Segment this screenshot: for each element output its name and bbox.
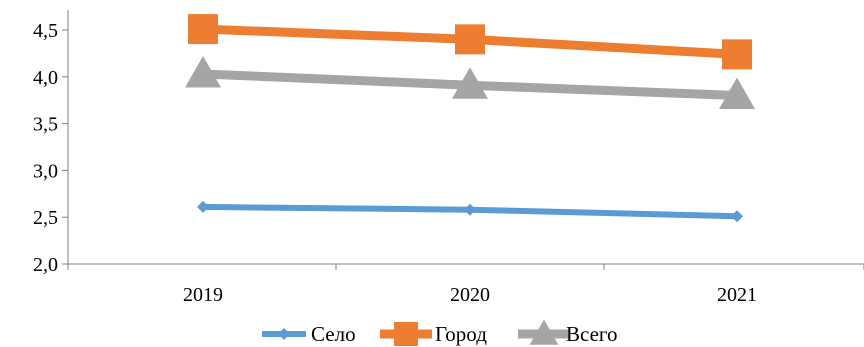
legend-item: Всего: [518, 319, 618, 346]
data-point: [464, 203, 476, 216]
legend-label: Город: [435, 322, 487, 346]
series-layer: [185, 14, 755, 223]
legend-marker: [278, 328, 290, 340]
data-point: [185, 55, 221, 88]
data-point: [188, 14, 218, 45]
x-ticks: 2019 2020 2021: [67, 264, 864, 306]
data-point: [455, 24, 485, 55]
data-point: [719, 77, 755, 110]
y-tick-label: 3,5: [33, 114, 58, 136]
y-ticks: 2,0 2,5 3,0 3,5 4,0 4,5: [33, 20, 68, 276]
legend: Село Город Всего: [262, 319, 618, 346]
legend-label: Село: [311, 322, 356, 346]
series-2: [188, 14, 752, 70]
x-tick-label: 2020: [450, 284, 490, 306]
data-point: [731, 210, 743, 223]
legend-marker: [529, 319, 559, 345]
y-tick-label: 4,5: [33, 20, 58, 42]
y-tick-label: 4,0: [33, 67, 58, 89]
x-tick-label: 2021: [717, 284, 757, 306]
x-tick-label: 2019: [183, 284, 223, 306]
data-point: [197, 200, 209, 213]
data-point: [722, 39, 752, 70]
data-point: [452, 67, 488, 99]
axes: [67, 10, 864, 265]
series-1: [197, 200, 743, 223]
y-tick-label: 2,0: [33, 254, 58, 276]
y-tick-label: 3,0: [33, 160, 58, 182]
legend-item: Село: [262, 322, 356, 346]
series-3: [185, 55, 755, 110]
legend-item: Город: [380, 322, 487, 346]
y-tick-label: 2,5: [33, 207, 58, 229]
legend-marker: [394, 322, 418, 346]
legend-label: Всего: [566, 322, 618, 346]
